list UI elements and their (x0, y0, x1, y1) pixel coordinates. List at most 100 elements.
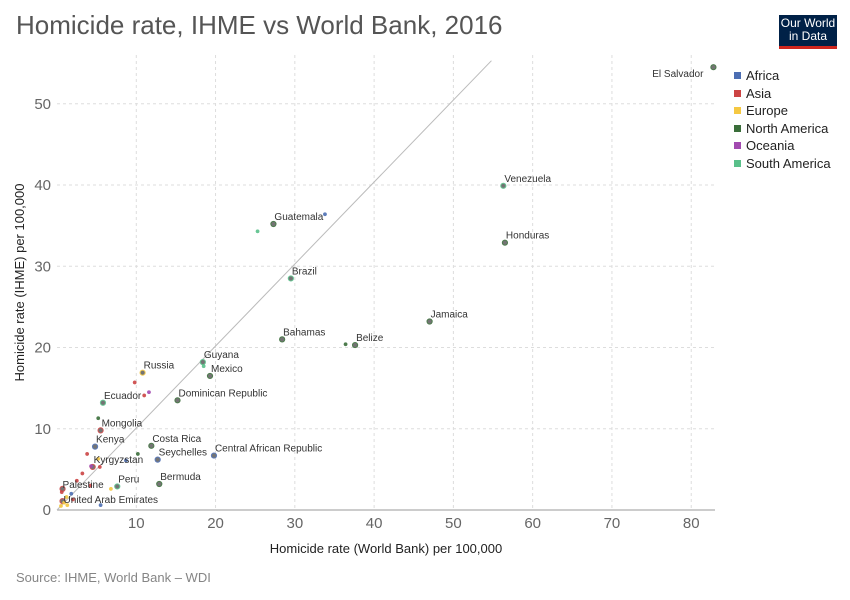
legend-label: Europe (746, 103, 788, 119)
legend-item-europe[interactable]: Europe (734, 102, 831, 120)
y-tick-label: 40 (34, 177, 51, 194)
data-point (323, 212, 327, 217)
data-point (124, 458, 128, 463)
legend-swatch (734, 107, 741, 115)
data-point (70, 497, 75, 502)
data-point (255, 229, 260, 234)
data-point (59, 503, 63, 508)
legend-swatch (734, 142, 741, 150)
point-kenya (91, 443, 99, 450)
y-tick-label: 50 (34, 96, 51, 113)
point-mongolia (97, 427, 104, 434)
data-point (147, 390, 151, 395)
point-label-jamaica: Jamaica (431, 310, 469, 321)
point-label-el-salvador: El Salvador (652, 69, 704, 80)
legend-label: Africa (746, 68, 780, 84)
y-tick-label: 10 (34, 421, 51, 438)
point-label-mongolia: Mongolia (102, 418, 143, 429)
x-tick-label: 20 (207, 515, 224, 532)
point-label-palestine: Palestine (63, 480, 105, 491)
legend-label: Oceania (746, 138, 795, 154)
point-label-guatemala: Guatemala (274, 212, 323, 223)
legend-item-oceania[interactable]: Oceania (734, 137, 831, 155)
point-dominican-republic (174, 397, 181, 404)
x-tick-label: 80 (683, 515, 700, 532)
point-jamaica (426, 318, 433, 325)
data-point (343, 342, 348, 347)
point-bahamas (279, 336, 286, 343)
point-russia (139, 369, 146, 376)
data-point (96, 456, 101, 461)
data-point (108, 486, 113, 491)
data-point (201, 364, 206, 369)
point-label-russia: Russia (144, 361, 175, 372)
point-label-bermuda: Bermuda (160, 472, 201, 483)
legend-swatch (734, 124, 741, 132)
point-mexico (206, 372, 214, 380)
point-honduras (501, 239, 509, 246)
x-tick-label: 30 (286, 515, 303, 532)
point-peru (114, 483, 121, 490)
point-central-african-republic (210, 452, 218, 459)
point-label-honduras: Honduras (506, 231, 549, 242)
data-point (65, 503, 70, 508)
point-belize (351, 341, 359, 349)
x-tick-label: 70 (604, 515, 621, 532)
legend-item-south-america[interactable]: South America (734, 155, 831, 173)
data-point (62, 500, 67, 505)
data-point (132, 380, 137, 385)
reference-line-y-equals-x (56, 60, 492, 511)
point-label-costa-rica: Costa Rica (152, 434, 201, 445)
legend-swatch (734, 159, 741, 167)
x-tick-label: 60 (524, 515, 541, 532)
data-point (85, 451, 90, 456)
y-axis-title: Homicide rate (IHME) per 100,000 (12, 184, 27, 382)
data-point (64, 495, 69, 499)
point-el-salvador (710, 64, 717, 71)
logo-line-2: in Data (788, 29, 828, 43)
legend-label: South America (746, 155, 831, 171)
y-tick-label: 20 (34, 340, 51, 357)
point-venezuela (500, 182, 507, 189)
legend-item-asia[interactable]: Asia (734, 85, 831, 103)
data-point (80, 471, 85, 476)
point-brazil (287, 275, 294, 282)
logo-line-1: Our World (780, 16, 836, 30)
point-label-seychelles: Seychelles (159, 448, 207, 459)
data-point (89, 464, 94, 469)
chart-title: Homicide rate, IHME vs World Bank, 2016 (16, 10, 503, 40)
point-ecuador (99, 399, 107, 406)
legend-item-north-america[interactable]: North America (734, 120, 831, 138)
point-label-bahamas: Bahamas (283, 327, 325, 338)
legend-swatch (734, 89, 741, 97)
data-point (88, 483, 93, 488)
point-label-mexico: Mexico (211, 364, 243, 375)
legend-label: North America (746, 120, 829, 136)
data-point (142, 393, 147, 398)
y-tick-label: 0 (43, 502, 51, 519)
data-point (59, 490, 64, 495)
data-point (96, 416, 101, 421)
data-point (135, 451, 140, 456)
point-label-brazil: Brazil (292, 266, 317, 277)
point-label-central-african-republic: Central African Republic (215, 444, 322, 455)
point-label-united-arab-emirates: United Arab Emirates (64, 495, 159, 506)
data-point (98, 503, 103, 508)
point-label-belize: Belize (356, 333, 384, 344)
point-label-venezuela: Venezuela (504, 174, 551, 185)
legend-item-africa[interactable]: Africa (734, 67, 831, 85)
point-label-kyrgyzstan: Kyrgyzstan (94, 455, 143, 466)
source-note[interactable]: Source: IHME, World Bank – WDI (16, 570, 211, 585)
legend-swatch (734, 72, 741, 80)
point-label-kenya: Kenya (96, 435, 125, 446)
point-bermuda (156, 480, 163, 488)
owid-logo[interactable]: Our World in Data (779, 15, 837, 49)
point-label-ecuador: Ecuador (104, 391, 142, 402)
x-tick-label: 10 (128, 515, 145, 532)
legend-label: Asia (746, 85, 772, 101)
data-point (97, 464, 102, 469)
point-label-guyana: Guyana (204, 350, 239, 361)
point-label-peru: Peru (118, 474, 139, 485)
data-point (69, 491, 74, 496)
